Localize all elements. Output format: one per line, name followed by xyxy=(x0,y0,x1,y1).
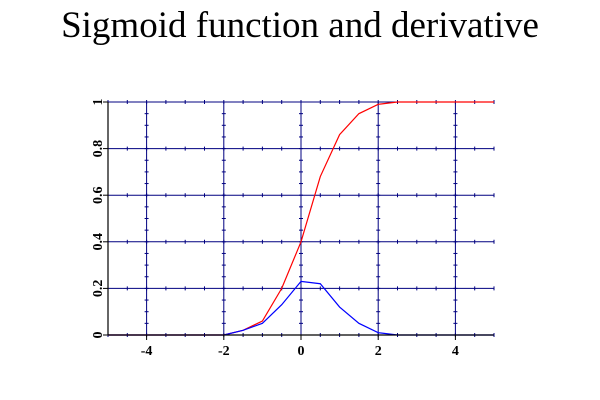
axis-layer xyxy=(103,101,494,340)
y-tick-label: 1 xyxy=(91,99,106,106)
x-tick-label: -4 xyxy=(141,344,153,359)
x-tick-label: 2 xyxy=(375,344,382,359)
grid-layer xyxy=(107,100,495,337)
x-tick-label: 4 xyxy=(452,344,459,359)
chart-title: Sigmoid function and derivative xyxy=(61,5,539,46)
y-tick-label: 0.2 xyxy=(91,280,106,298)
x-tick-label: 0 xyxy=(298,344,305,359)
x-tick-label: -2 xyxy=(218,344,230,359)
y-tick-label: 0.8 xyxy=(91,140,106,158)
tick-labels: -4 -2 0 2 4 0 0.2 0.4 0.6 0.8 1 xyxy=(91,99,459,360)
y-tick-label: 0 xyxy=(91,332,106,339)
y-tick-label: 0.4 xyxy=(91,233,106,251)
y-tick-label: 0.6 xyxy=(91,186,106,204)
